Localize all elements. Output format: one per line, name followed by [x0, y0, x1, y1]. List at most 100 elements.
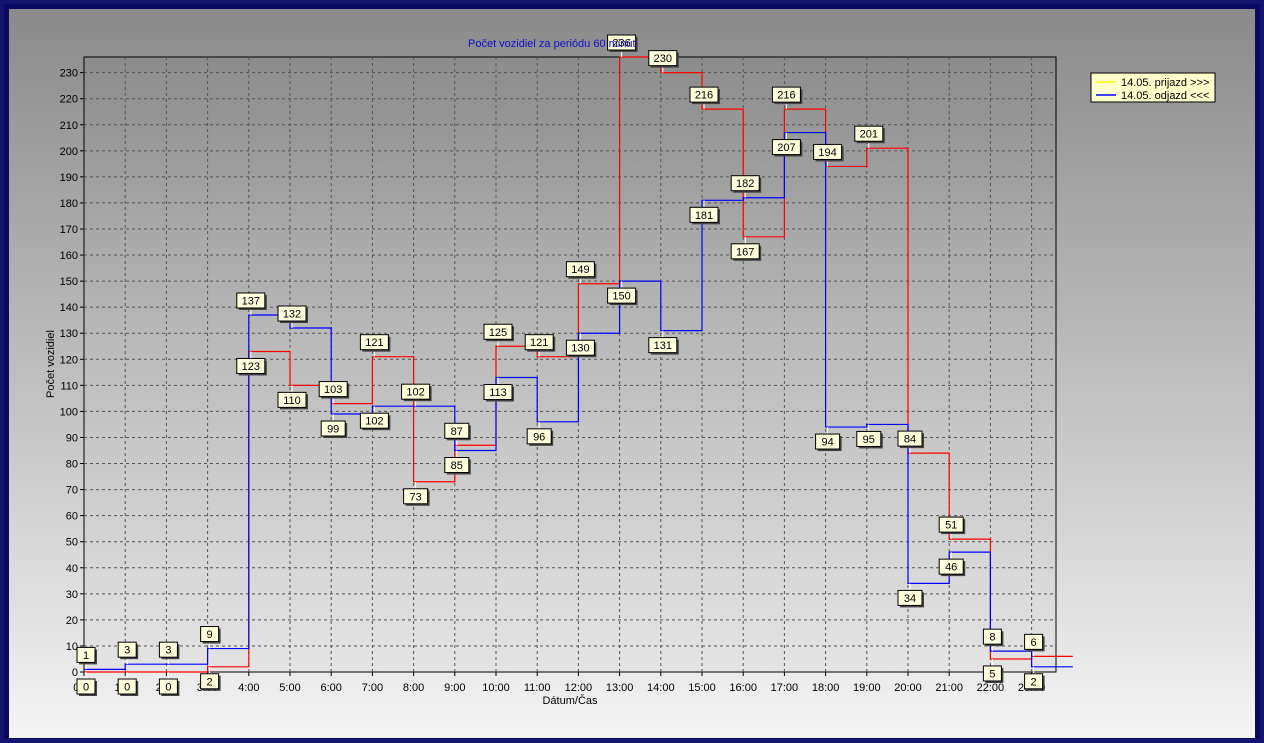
- data-label-text: 137: [242, 295, 260, 307]
- data-label: 95: [856, 424, 883, 449]
- data-label: 2: [1024, 666, 1045, 691]
- data-label-text: 84: [904, 434, 916, 446]
- y-tick-label: 110: [60, 380, 78, 392]
- y-tick-label: 40: [66, 563, 78, 575]
- data-label-text: 73: [409, 491, 421, 503]
- data-label-text: 167: [736, 246, 754, 258]
- data-label: 84: [897, 430, 924, 454]
- x-tick-label: 13:00: [606, 682, 634, 694]
- data-label-text: 181: [695, 210, 713, 222]
- data-label: 3: [117, 641, 139, 665]
- y-tick-label: 140: [60, 302, 78, 314]
- series-lines: [84, 56, 1073, 673]
- data-label-text: 121: [365, 337, 383, 349]
- x-tick-label: 16:00: [729, 682, 757, 694]
- data-label: 167: [730, 236, 762, 261]
- data-label-text: 216: [695, 90, 713, 102]
- data-label-text: 95: [863, 434, 875, 446]
- y-tick-label: 10: [66, 641, 78, 653]
- data-label-text: 9: [207, 629, 213, 641]
- y-tick-label: 150: [60, 276, 78, 288]
- data-label-text: 216: [777, 90, 795, 102]
- data-label-text: 1: [83, 650, 89, 662]
- y-tick-label: 180: [60, 198, 78, 210]
- data-label-text: 2: [207, 676, 213, 688]
- y-tick-label: 160: [60, 250, 78, 262]
- data-label-text: 0: [124, 682, 130, 694]
- legend-item-odjazd: 14.05. odjazd <<<: [1121, 90, 1209, 102]
- x-tick-label: 17:00: [771, 682, 799, 694]
- x-tick-label: 7:00: [362, 682, 383, 694]
- y-axis-title: Počet vozidiel: [45, 330, 57, 398]
- data-label-text: 182: [736, 178, 754, 190]
- y-tick-label: 30: [66, 589, 78, 601]
- data-label-text: 102: [406, 387, 424, 399]
- data-label: 130: [565, 333, 597, 358]
- data-label-text: 46: [945, 562, 957, 574]
- data-label: 110: [277, 385, 308, 410]
- data-label-text: 96: [533, 431, 545, 443]
- x-axis-title: Dátum/Čas: [542, 694, 598, 707]
- x-tick-label: 20:00: [894, 682, 922, 694]
- y-tick-label: 100: [60, 406, 78, 418]
- x-tick-label: 10:00: [482, 682, 510, 694]
- x-tick-label: 6:00: [320, 682, 341, 694]
- y-tick-label: 230: [60, 68, 78, 80]
- data-label: 132: [277, 305, 308, 329]
- data-label: 94: [815, 427, 842, 452]
- legend-item-prijazd: 14.05. prijazd >>>: [1121, 77, 1209, 89]
- legend-box: [1090, 72, 1216, 103]
- data-label-text: 113: [489, 387, 507, 399]
- data-label-text: 87: [451, 426, 463, 438]
- x-tick-label: 19:00: [853, 682, 881, 694]
- data-label: 123: [236, 351, 267, 376]
- data-label: 6: [1024, 633, 1045, 657]
- data-label: 96: [526, 421, 554, 446]
- y-tick-label: 200: [60, 146, 78, 158]
- y-tick-label: 220: [60, 94, 78, 106]
- y-tick-label: 60: [66, 511, 78, 523]
- y-tick-label: 70: [66, 485, 78, 497]
- x-tick-label: 11:00: [524, 682, 551, 694]
- x-tick-label: 4:00: [238, 682, 259, 694]
- y-tick-label: 170: [60, 224, 78, 236]
- data-label: 121: [524, 334, 556, 357]
- data-label: 150: [607, 281, 638, 306]
- series-line-0: [84, 56, 1073, 673]
- data-label-text: 130: [571, 343, 589, 355]
- data-label: 207: [771, 132, 803, 157]
- data-label: 201: [854, 125, 885, 149]
- x-tick-label: 22:00: [977, 682, 1005, 694]
- data-label-text: 8: [989, 632, 995, 644]
- data-label-text: 121: [530, 337, 548, 349]
- data-label: 125: [483, 323, 514, 347]
- data-label-text: 123: [242, 361, 260, 373]
- y-tick-label: 130: [60, 328, 78, 340]
- data-label: 149: [565, 261, 597, 284]
- data-label: 194: [813, 143, 844, 167]
- data-label: 102: [401, 383, 432, 407]
- data-label: 0: [158, 672, 180, 696]
- data-labels: 0 0 0 2123110103121738712512114923623021616…: [76, 34, 1045, 696]
- data-label-text: 6: [1031, 637, 1037, 649]
- data-label-text: 207: [777, 142, 795, 154]
- data-label-text: 201: [860, 129, 878, 141]
- data-label: 8: [982, 628, 1004, 652]
- x-tick-label: 8:00: [403, 682, 424, 694]
- data-label-text: 0: [83, 682, 89, 694]
- data-label-text: 194: [818, 147, 836, 159]
- data-label-text: 150: [612, 291, 630, 303]
- data-label-text: 34: [904, 593, 916, 605]
- y-tick-label: 50: [66, 537, 78, 549]
- legend: 14.05. prijazd >>> 14.05. odjazd <<<: [1090, 72, 1216, 103]
- data-label-text: 132: [283, 309, 301, 321]
- data-label-text: 230: [654, 53, 672, 65]
- y-axis: 0 10 20 30 40 50 60 70 80 90 100 110 120 130 140 150 160…: [60, 68, 84, 679]
- series-line-1: [84, 131, 1073, 670]
- data-label: 103: [318, 381, 350, 404]
- data-label: 102: [359, 406, 391, 431]
- data-label: 0: [117, 672, 139, 696]
- x-tick-label: 9:00: [444, 682, 465, 694]
- data-label: 216: [771, 86, 803, 110]
